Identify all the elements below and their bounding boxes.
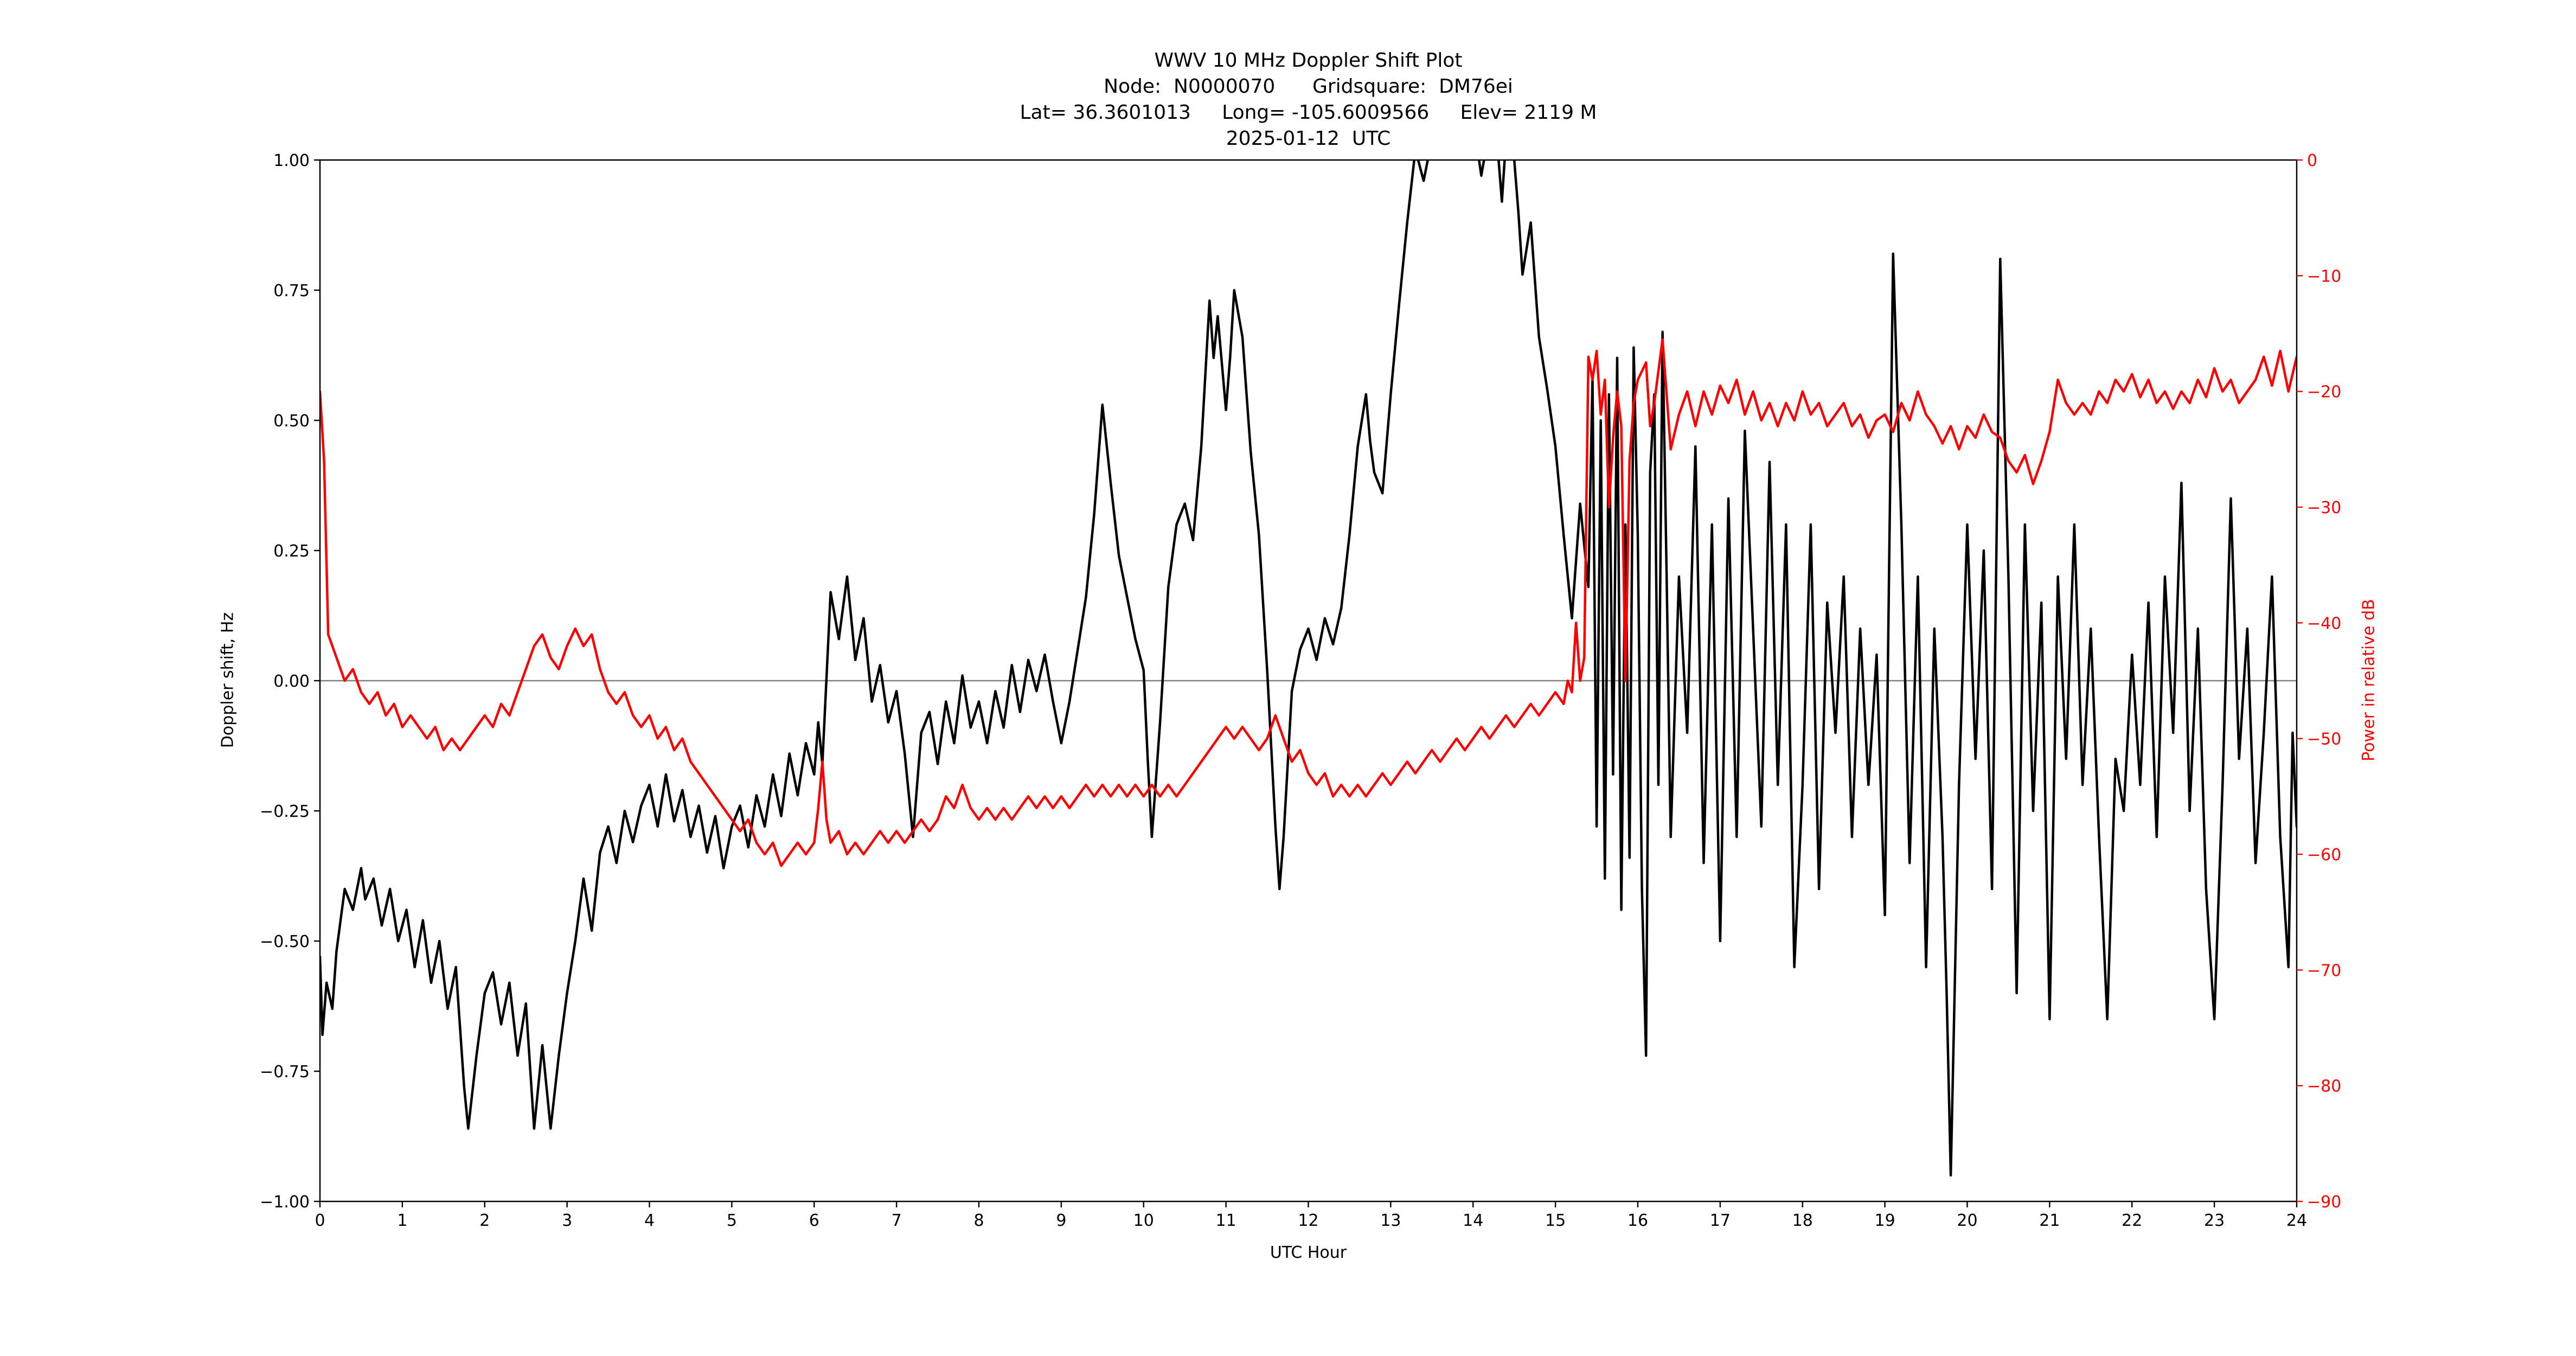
plot-title: WWV 10 MHz Doppler Shift Plot <box>1154 49 1463 72</box>
x-axis-tick-label: 14 <box>1463 1211 1483 1230</box>
x-axis-tick-label: 19 <box>1875 1211 1895 1230</box>
power-series-line <box>320 338 2297 867</box>
y-axis-right-tick-label: −50 <box>2307 730 2341 749</box>
x-axis-tick-label: 16 <box>1627 1211 1648 1230</box>
y-axis-right-tick-label: −60 <box>2307 846 2341 865</box>
x-axis-tick-label: 0 <box>315 1211 325 1230</box>
y-axis-left-tick-label: 1.00 <box>273 151 310 170</box>
x-axis-tick-label: 4 <box>644 1211 655 1230</box>
x-axis-tick-label: 17 <box>1710 1211 1731 1230</box>
x-axis-tick-label: 2 <box>479 1211 490 1230</box>
lat-long-elev-line: Lat= 36.3601013 Long= -105.6009566 Elev=… <box>1020 101 1597 124</box>
x-axis-tick-label: 22 <box>2122 1211 2142 1230</box>
node-gridsquare-line: Node: N0000070 Gridsquare: DM76ei <box>1104 75 1513 98</box>
x-axis-tick-label: 20 <box>1957 1211 1977 1230</box>
y-axis-right-tick-label: −20 <box>2307 383 2341 402</box>
x-axis-tick-label: 8 <box>973 1211 984 1230</box>
x-axis-tick-label: 23 <box>2204 1211 2225 1230</box>
x-axis-tick-label: 10 <box>1133 1211 1154 1230</box>
y-axis-left-tick-label: −0.25 <box>260 802 310 821</box>
y-axis-left-tick-label: −1.00 <box>260 1193 310 1212</box>
x-axis-tick-label: 7 <box>892 1211 902 1230</box>
title-block: WWV 10 MHz Doppler Shift Plot Node: N000… <box>320 48 2297 152</box>
y-axis-right-tick-label: −40 <box>2307 614 2341 633</box>
x-axis-tick-label: 18 <box>1792 1211 1813 1230</box>
x-axis-tick-label: 12 <box>1298 1211 1318 1230</box>
x-axis-tick-label: 3 <box>562 1211 572 1230</box>
y-axis-left-tick-label: −0.75 <box>260 1063 310 1082</box>
x-axis-tick-label: 5 <box>727 1211 737 1230</box>
y-axis-right-tick-label: 0 <box>2307 151 2317 170</box>
y-axis-left-tick-label: 0.75 <box>273 282 310 300</box>
y-axis-left-tick-label: 0.50 <box>273 412 310 431</box>
x-axis-label: UTC Hour <box>1270 1243 1347 1262</box>
y-axis-right-tick-label: −10 <box>2307 267 2341 286</box>
x-axis-tick-label: 11 <box>1216 1211 1236 1230</box>
y-axis-right-tick-label: −80 <box>2307 1077 2341 1096</box>
x-axis-tick-label: 24 <box>2286 1211 2307 1230</box>
x-axis-tick-label: 1 <box>397 1211 407 1230</box>
y-axis-right-tick-label: −90 <box>2307 1193 2341 1212</box>
y-axis-right-tick-label: −30 <box>2307 498 2341 517</box>
x-axis-tick-label: 6 <box>809 1211 819 1230</box>
x-axis-tick-label: 21 <box>2039 1211 2060 1230</box>
date-line: 2025-01-12 UTC <box>1226 127 1391 150</box>
doppler-series-line <box>320 160 2297 1177</box>
y-axis-left-tick-label: 0.25 <box>273 542 310 561</box>
y-axis-right-tick-label: −70 <box>2307 961 2341 980</box>
x-axis-tick-label: 9 <box>1056 1211 1066 1230</box>
x-axis-tick-label: 13 <box>1380 1211 1401 1230</box>
y-axis-left-tick-label: 0.00 <box>273 672 310 691</box>
y-axis-left-tick-label: −0.50 <box>260 932 310 951</box>
x-axis-tick-label: 15 <box>1545 1211 1566 1230</box>
